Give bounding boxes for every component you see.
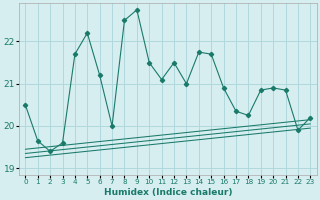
X-axis label: Humidex (Indice chaleur): Humidex (Indice chaleur): [104, 188, 232, 197]
